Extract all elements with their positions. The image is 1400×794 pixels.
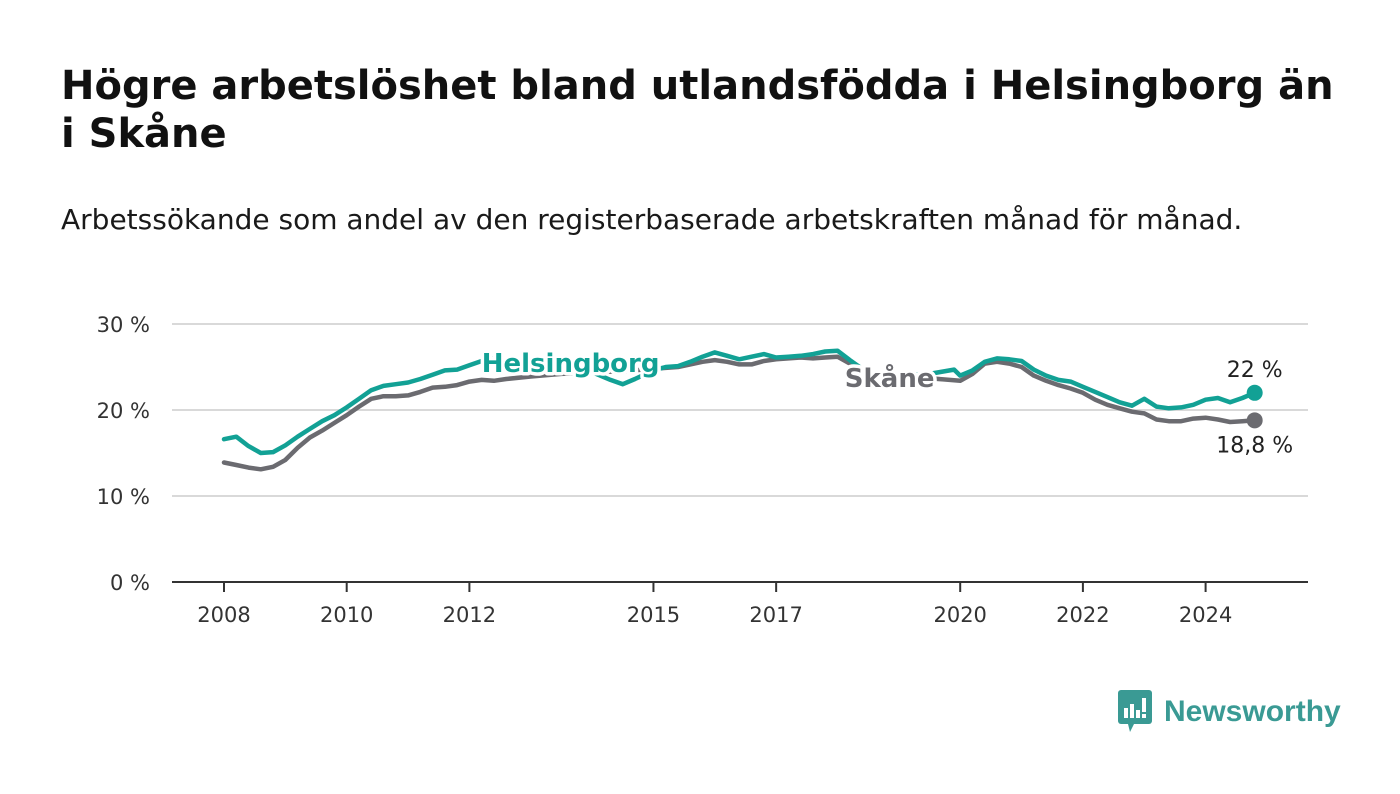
y-tick-label: 10 % (97, 485, 150, 509)
chart-subtitle: Arbetssökande som andel av den registerb… (61, 203, 1243, 236)
x-tick-label: 2012 (443, 603, 496, 627)
x-tick-label: 2022 (1056, 603, 1109, 627)
x-tick-label: 2017 (749, 603, 802, 627)
series-label: Skåne (845, 362, 935, 394)
x-tick-label: 2020 (933, 603, 986, 627)
series-end-point (1246, 412, 1263, 429)
series-lines (221, 348, 1263, 472)
series-line-helsingborg (221, 348, 1257, 456)
series-end-point (1246, 384, 1263, 401)
x-tick-label: 2015 (627, 603, 680, 627)
x-tick-label: 2024 (1179, 603, 1232, 627)
y-tick-label: 0 % (110, 571, 150, 595)
y-tick-label: 30 % (97, 313, 150, 337)
brand-logo: Newsworthy (1118, 690, 1341, 734)
y-tick-label: 20 % (97, 399, 150, 423)
series-end-label: 22 % (1227, 358, 1283, 383)
axes: 0 % 10 % 20 % 30 % 2008 2010 2012 2015 2017 2020 2… (97, 313, 1308, 627)
newsworthy-logo-icon (1118, 690, 1152, 732)
chart-title: Högre arbetslöshet bland utlandsfödda i … (61, 63, 1334, 157)
series-label: Helsingborg (482, 349, 660, 379)
x-tick-label: 2008 (197, 603, 250, 627)
series-end-label: 18,8 % (1216, 433, 1293, 458)
series-line-skåne (221, 354, 1257, 472)
series-labels: 22 % 18,8 % Helsingborg Skåne (478, 346, 1293, 459)
x-tick-label: 2010 (320, 603, 373, 627)
brand-name: Newsworthy (1164, 695, 1341, 728)
